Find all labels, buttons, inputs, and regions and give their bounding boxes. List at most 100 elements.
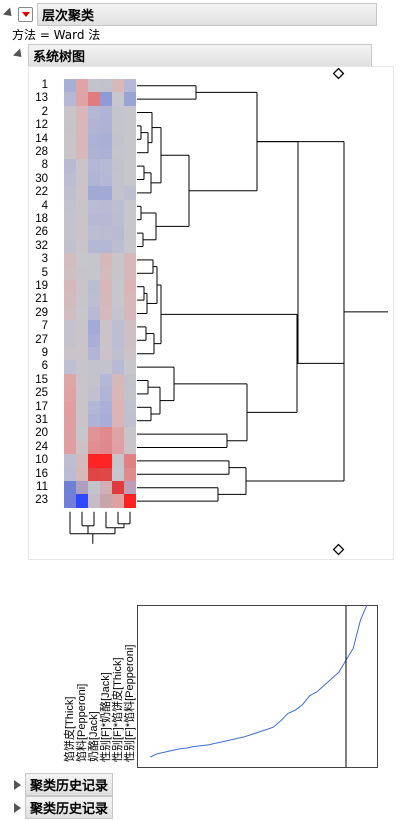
row-label: 9 [41,347,48,359]
heatmap-cell [112,360,124,375]
heatmap-cell [88,226,100,241]
row-label: 23 [35,494,48,507]
disclosure-closed-icon[interactable] [14,802,21,813]
heatmap-cell [64,387,76,402]
row-label: 14 [35,132,48,145]
heatmap-cell [88,400,100,415]
dendrogram-header: 系统树图 [12,44,372,67]
heatmap-cell [88,293,100,308]
heatmap-cell [100,105,112,120]
heatmap-cell [112,199,124,214]
heatmap-cell [64,494,76,509]
heatmap-cell [64,226,76,241]
heatmap-cell [76,387,88,402]
row-label: 8 [41,159,48,172]
heatmap-cell [100,132,112,147]
row-label: 6 [41,360,48,373]
heatmap-cell [64,92,76,107]
heatmap-cell [64,199,76,214]
heatmap-cell [88,481,100,495]
heatmap-cell [100,199,112,214]
row-label: 18 [35,213,48,225]
heatmap-cell [100,213,112,227]
heatmap-cell [100,266,112,281]
heatmap-cell [112,159,124,174]
heatmap-cell [124,293,136,308]
history-1[interactable]: 聚类历史记录 [14,773,114,796]
heatmap-cell [76,320,88,335]
distance-line [150,605,368,758]
heatmap-cell [100,119,112,134]
red-triangle-menu-button[interactable] [18,7,33,22]
heatmap-cell [124,360,136,375]
heatmap-cell [112,280,124,294]
heatmap-cell [88,494,100,509]
heatmap-cell [124,400,136,415]
heatmap-cell [64,414,76,428]
heatmap-cell [76,400,88,415]
heatmap-cell [64,400,76,415]
history-2[interactable]: 聚类历史记录 [14,796,114,819]
heatmap-cell [112,146,124,160]
heatmap-cell [64,186,76,201]
heatmap-cell [112,467,124,482]
heatmap-cell [64,293,76,308]
heatmap-cell [88,213,100,227]
heatmap-cell [124,333,136,348]
heatmap-cell [76,454,88,469]
heatmap-cell [124,320,136,335]
heatmap-cell [76,347,88,361]
disclosure-closed-icon[interactable] [14,779,21,790]
heatmap-cell [76,119,88,134]
heatmap-cell [112,333,124,348]
heatmap-cell [88,92,100,107]
heatmap-cell [88,414,100,428]
heatmap-cell [88,333,100,348]
row-label: 31 [35,414,48,426]
heatmap-cell [76,280,88,294]
heatmap-cell [88,119,100,134]
row-label: 5 [41,266,48,279]
heatmap-cell [100,494,112,509]
heatmap-cell [76,467,88,482]
heatmap-cell [76,333,88,348]
heatmap-cell [112,400,124,415]
heatmap-cell [112,132,124,147]
heatmap-cell [112,226,124,241]
heatmap-cell [76,494,88,509]
heatmap-cell [76,306,88,321]
heatmap-cell [88,454,100,469]
heatmap-cell [124,266,136,281]
heatmap-cell [112,454,124,469]
heatmap-cell [76,146,88,160]
row-label: 28 [35,146,48,158]
heatmap-cell [124,373,136,388]
row-label: 3 [41,253,48,266]
heatmap-cell [64,454,76,469]
heatmap-cell [100,320,112,335]
diamond-bottom-handle[interactable] [332,543,345,556]
heatmap-cell [64,360,76,375]
heatmap-cell [64,347,76,361]
heatmap-cell [112,414,124,428]
heatmap-cell [100,239,112,254]
heatmap-cell [100,186,112,201]
heatmap-cell [88,146,100,160]
row-label: 13 [35,92,48,105]
heatmap-cell [124,440,136,455]
heatmap-cell [88,373,100,388]
heatmap-cell [124,467,136,482]
heatmap-cell [124,239,136,254]
heatmap-cell [88,360,100,375]
row-label: 21 [35,293,48,306]
panel-title: 层次聚类 [37,3,377,26]
diamond-top-handle[interactable] [332,67,345,80]
heatmap-cell [112,373,124,388]
distance-graph [137,605,378,768]
heatmap-cell [112,427,124,442]
heatmap-cell [76,159,88,174]
row-label: 32 [35,239,48,252]
heatmap-cell [64,172,76,187]
heatmap-cell [88,427,100,442]
heatmap-cell [64,266,76,281]
